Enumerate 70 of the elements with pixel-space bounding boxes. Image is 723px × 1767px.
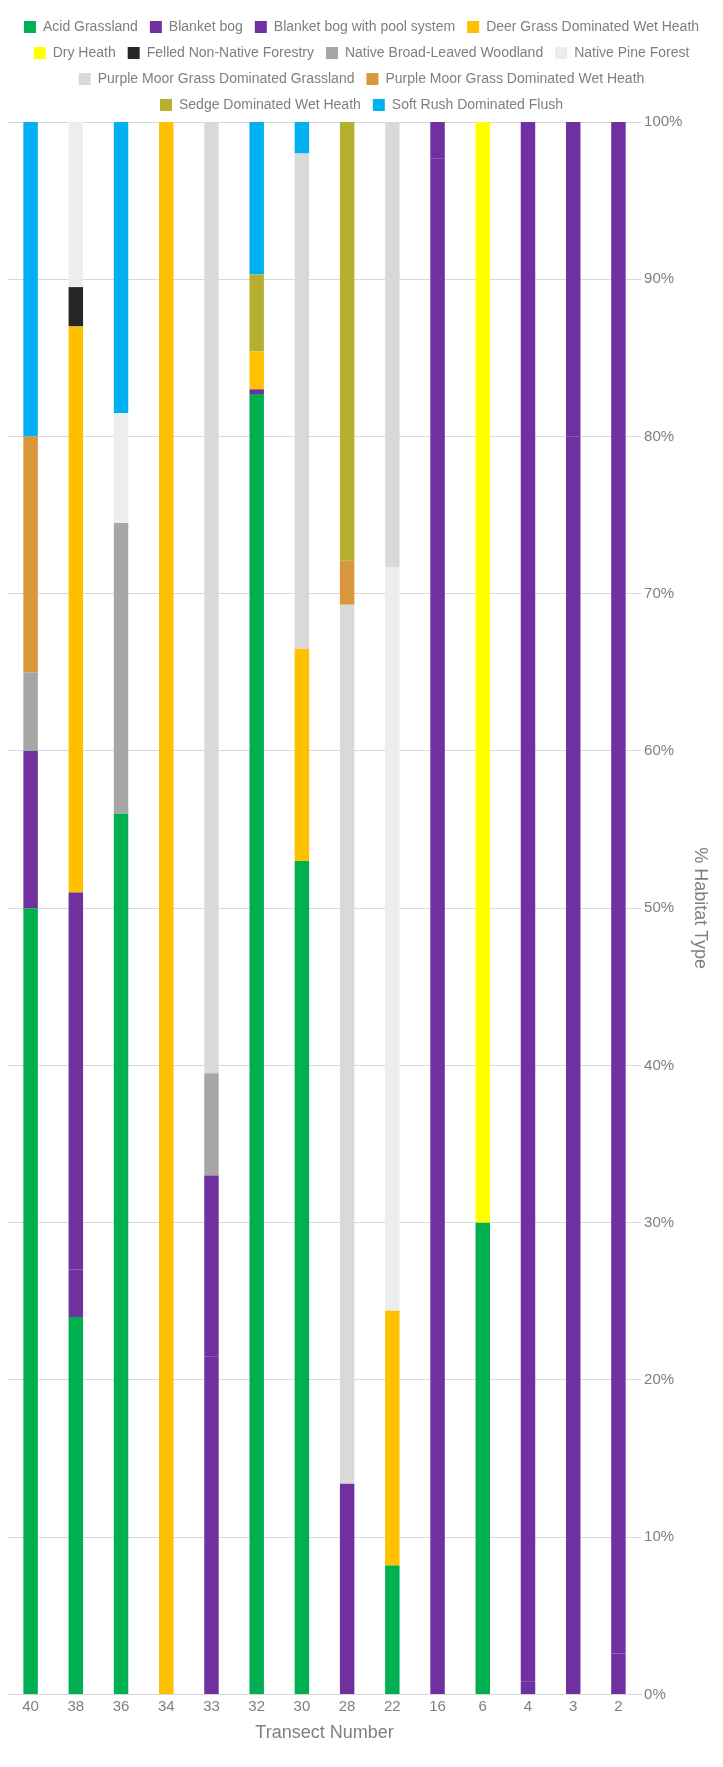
y-tick-label: 80% — [644, 426, 675, 444]
bar — [23, 750, 38, 909]
x-tick-label: 36 — [112, 1696, 130, 1714]
bar — [204, 1073, 219, 1176]
legend-label: Purple Moor Grass Dominated Wet Heath — [385, 69, 645, 86]
x-tick-label: 33 — [203, 1696, 220, 1714]
bar — [339, 1483, 355, 1694]
y-tick-label: 30% — [644, 1212, 675, 1230]
bar — [249, 351, 264, 390]
x-tick-label: 34 — [157, 1696, 175, 1714]
legend-label: Sedge Dominated Wet Heath — [178, 95, 361, 112]
bar — [68, 287, 84, 327]
legend-label: Deer Grass Dominated Wet Heath — [486, 17, 700, 34]
x-tick-label: 30 — [293, 1696, 311, 1714]
legend-label: Felled Non-Native Forestry — [146, 43, 314, 60]
bar — [475, 1222, 491, 1694]
bar — [249, 122, 264, 275]
x-tick-label: 32 — [248, 1696, 266, 1714]
x-tick-label: 22 — [384, 1696, 401, 1714]
bar — [113, 522, 129, 814]
y-tick-label: 90% — [644, 269, 675, 287]
x-tick-label: 6 — [478, 1696, 487, 1714]
bar — [23, 672, 38, 751]
bar — [339, 122, 355, 561]
legend-label: Soft Rush Dominated Flush — [391, 95, 564, 112]
bar — [23, 436, 38, 673]
y-tick-label: 100% — [644, 112, 683, 130]
x-axis-title: Transect Number — [255, 1722, 394, 1743]
bar — [159, 122, 174, 1694]
y-tick-label: 20% — [644, 1370, 675, 1388]
x-tick-label: 38 — [67, 1696, 85, 1714]
bar — [113, 122, 129, 413]
bar — [249, 394, 264, 1694]
legend-label: Blanket bog with pool system — [273, 17, 456, 34]
y-tick-label: 0% — [644, 1684, 666, 1702]
y-tick-label: 10% — [644, 1527, 675, 1545]
bar — [385, 1565, 400, 1694]
bar — [113, 412, 129, 523]
bar — [294, 122, 310, 154]
y-tick-label: 40% — [644, 1055, 675, 1073]
bar — [339, 560, 355, 605]
legend-label: Native Pine Forest — [574, 43, 690, 60]
x-tick-label: 2 — [614, 1696, 623, 1714]
bar — [68, 1317, 84, 1694]
legend-label: Purple Moor Grass Dominated Grassland — [97, 69, 355, 86]
legend-label: Acid Grassland — [42, 17, 138, 34]
y-axis-title: % Habitat Type — [691, 847, 712, 970]
legend-label: Dry Heath — [52, 43, 116, 60]
x-tick-label: 3 — [569, 1696, 578, 1714]
bar — [294, 648, 310, 862]
legend-label: Native Broad-Leaved Woodland — [344, 43, 544, 60]
y-tick-label: 70% — [644, 583, 675, 601]
bar — [385, 1310, 400, 1566]
bar — [249, 389, 264, 395]
x-tick-label: 40 — [22, 1696, 39, 1714]
bar — [249, 274, 264, 352]
x-tick-label: 16 — [429, 1696, 446, 1714]
bar — [294, 861, 310, 1694]
bar — [475, 122, 491, 1223]
bar — [68, 326, 84, 893]
x-tick-label: 28 — [338, 1696, 356, 1714]
bar — [385, 566, 400, 1311]
legend-label: Blanket bog — [168, 17, 243, 34]
x-tick-label: 4 — [523, 1696, 533, 1714]
bar — [113, 813, 129, 1694]
bar — [23, 908, 38, 1694]
y-tick-label: 50% — [644, 898, 675, 916]
bar — [23, 122, 38, 437]
bar — [68, 122, 84, 288]
y-tick-label: 60% — [644, 741, 675, 759]
